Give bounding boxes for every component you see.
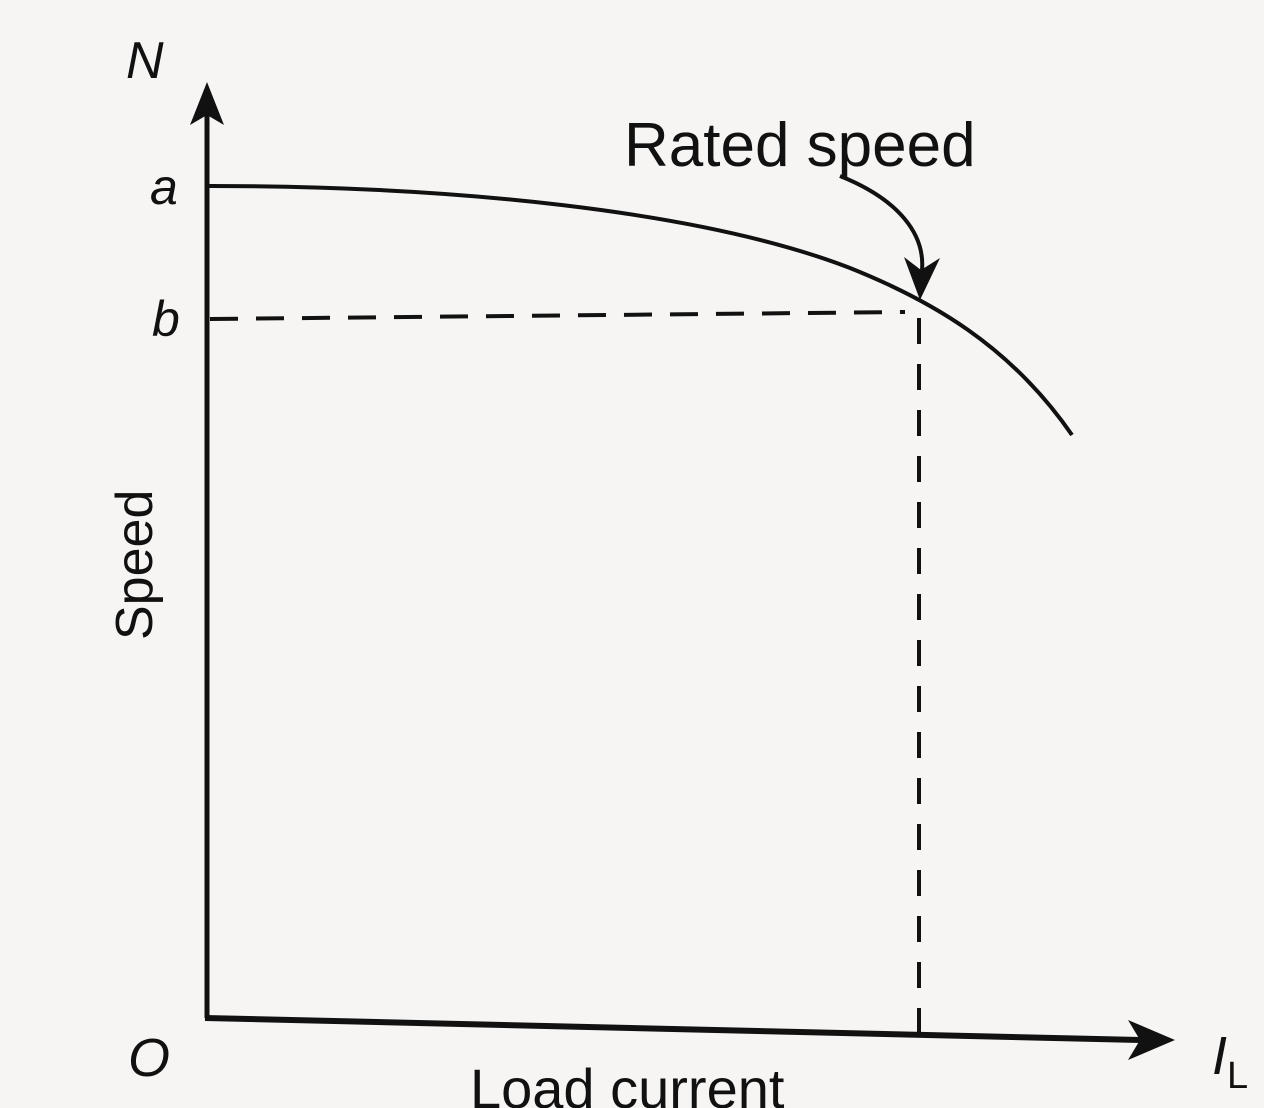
rated-speed-arrow-icon: [904, 257, 940, 300]
dashed-line-b: [209, 310, 906, 321]
y-axis-symbol: N: [126, 32, 164, 90]
rated-speed-pointer: [839, 174, 925, 271]
speed-curve: [209, 184, 1074, 437]
y-tick-label-b: b: [152, 291, 180, 347]
origin-label: O: [128, 1028, 170, 1088]
x-axis: [204, 1015, 1175, 1060]
x-axis-symbol-sub: L: [1227, 1055, 1248, 1097]
y-axis: [190, 82, 224, 1018]
x-axis-title: Load current: [470, 1057, 785, 1108]
x-axis-symbol-main: I: [1212, 1026, 1227, 1086]
x-axis-symbol: IL: [1212, 1026, 1248, 1097]
rated-speed-annotation: Rated speed: [624, 111, 976, 180]
y-axis-arrow-icon: [190, 82, 224, 125]
y-axis-title: Speed: [106, 490, 164, 640]
y-tick-label-a: a: [150, 159, 178, 215]
x-axis-arrow-icon: [1128, 1020, 1175, 1060]
